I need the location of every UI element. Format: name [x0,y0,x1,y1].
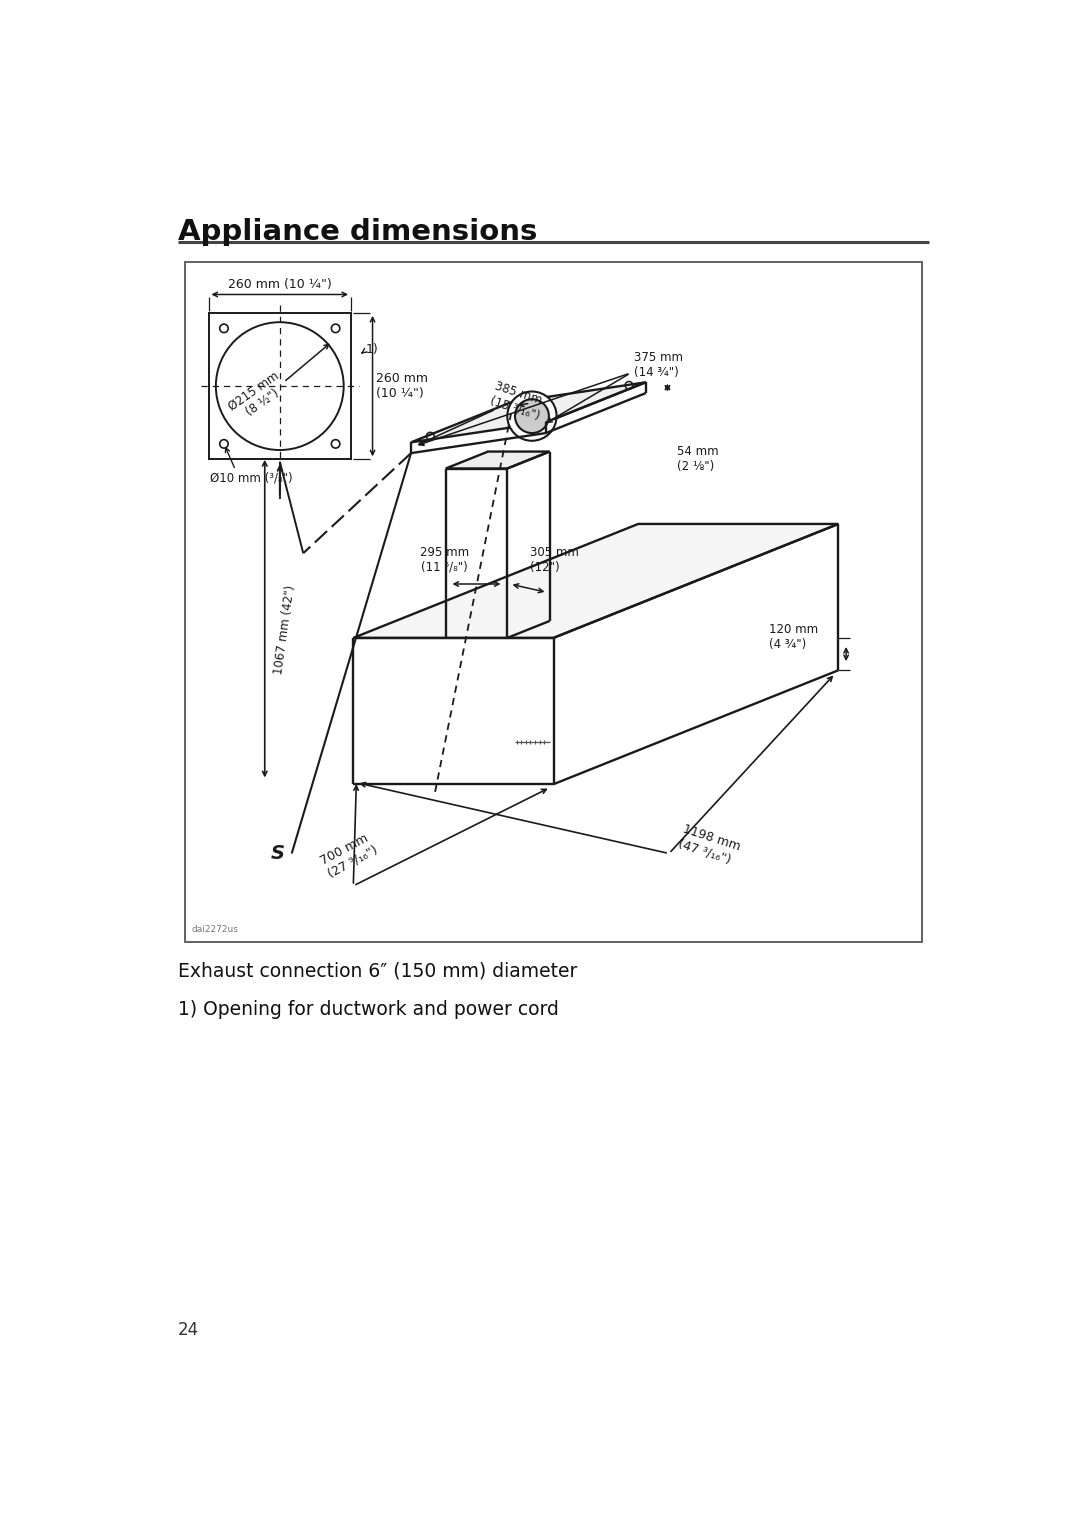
Text: 120 mm
(4 ¾"): 120 mm (4 ¾") [769,623,819,650]
Text: 260 mm (10 ¼"): 260 mm (10 ¼") [228,277,332,291]
Text: Ø10 mm (³/₈"): Ø10 mm (³/₈") [211,471,293,485]
Polygon shape [353,523,838,638]
Bar [186,262,921,942]
Text: S: S [271,845,285,863]
Text: Appliance dimensions: Appliance dimensions [178,219,537,246]
Text: 1) Opening for ductwork and power cord: 1) Opening for ductwork and power cord [178,999,558,1019]
Text: 700 mm
(27 ⁹/₁₆"): 700 mm (27 ⁹/₁₆") [319,831,380,881]
Text: Ø215 mm
(8 ½"): Ø215 mm (8 ½") [227,369,291,425]
Text: 305 mm
(12"): 305 mm (12") [530,546,579,574]
Text: 375 mm
(14 ¾"): 375 mm (14 ¾") [634,352,684,379]
Text: 295 mm
(11 ⁵/₈"): 295 mm (11 ⁵/₈") [420,546,469,574]
Text: 1): 1) [366,343,378,355]
Text: 1198 mm
(47 ³/₁₆"): 1198 mm (47 ³/₁₆") [677,823,742,868]
Text: Exhaust connection 6″ (150 mm) diameter: Exhaust connection 6″ (150 mm) diameter [178,961,577,981]
Text: 54 mm
(2 ⅛"): 54 mm (2 ⅛") [677,445,718,473]
Text: 260 mm
(10 ¼"): 260 mm (10 ¼") [377,372,429,401]
Text: 1067 mm (42"): 1067 mm (42") [272,584,298,676]
Bar [208,314,351,459]
Circle shape [508,392,556,441]
Polygon shape [411,382,646,442]
Polygon shape [446,451,550,468]
Text: dai2272us: dai2272us [191,926,239,935]
Circle shape [515,399,549,433]
Text: 24: 24 [178,1320,199,1339]
Text: 385 mm
(15 ³/₁₆"): 385 mm (15 ³/₁₆") [488,379,545,422]
